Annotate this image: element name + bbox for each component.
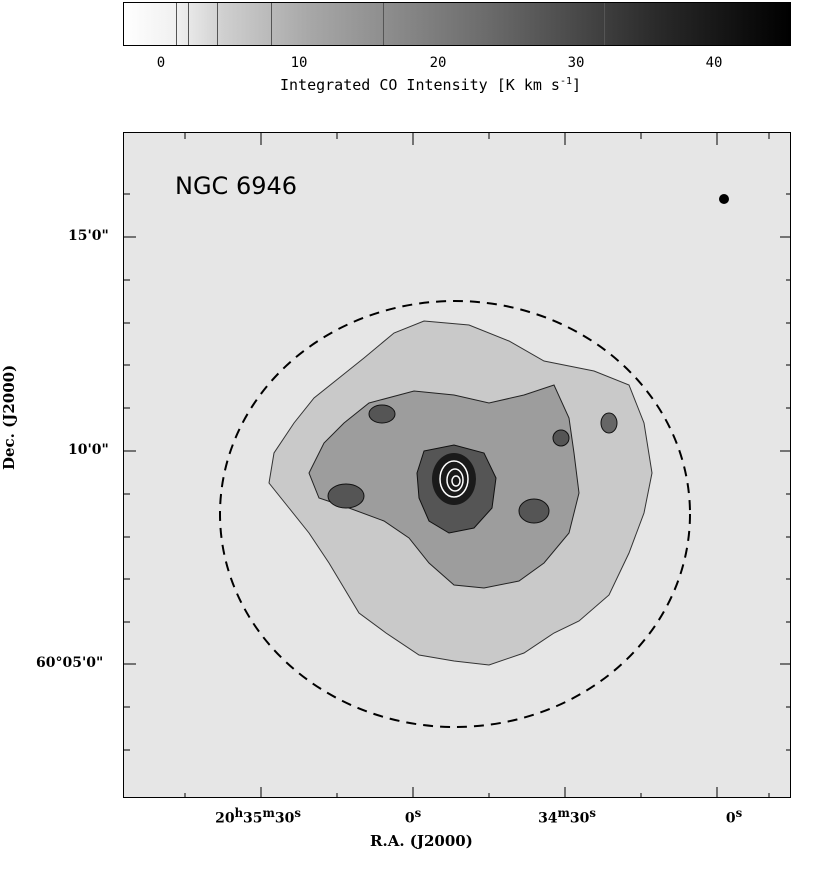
colorbar-level-divider [271, 3, 272, 45]
colorbar-level-divider [188, 3, 189, 45]
x-tick-label: 34m30s [538, 806, 596, 827]
colorbar-tick-label: 40 [705, 55, 723, 71]
nucleus-contour [446, 468, 464, 492]
colorbar-tick-label: 10 [290, 55, 308, 71]
emission-clump [552, 429, 570, 447]
x-tick-label: 20h35m30s [215, 806, 301, 827]
emission-clump [368, 404, 396, 424]
x-tick-label: 0s [725, 806, 743, 827]
plot-title: NGC 6946 [175, 172, 298, 200]
y-tick-label: 10'0" [68, 442, 109, 458]
colorbar-tick-label: 20 [429, 55, 447, 71]
nucleus [432, 453, 476, 505]
x-axis-label: R.A. (J2000) [370, 832, 473, 850]
colorbar-label: Integrated CO Intensity [K km s-1] [280, 76, 582, 94]
co-emission-map [124, 133, 790, 797]
colorbar-level-divider [604, 3, 605, 45]
beam-size-marker [719, 194, 729, 204]
emission-clump [518, 498, 550, 524]
colorbar [123, 2, 791, 46]
y-axis-ticks [124, 193, 790, 751]
x-tick-label: 0s [404, 806, 422, 827]
nucleus-contour [439, 460, 469, 498]
colorbar-tick-label: 0 [156, 55, 166, 71]
y-axis-label: Dec. (J2000) [0, 364, 18, 470]
co-intensity-map [123, 132, 791, 798]
nucleus-contour [451, 475, 461, 487]
y-tick-label: 15'0" [68, 228, 109, 244]
colorbar-level-divider [383, 3, 384, 45]
emission-clump [600, 412, 618, 434]
colorbar-level-divider [217, 3, 218, 45]
y-tick-label: 60°05'0" [36, 655, 104, 671]
emission-clump [327, 483, 365, 509]
colorbar-tick-label: 30 [567, 55, 585, 71]
disk-boundary-ellipse [219, 300, 691, 728]
colorbar-level-divider [176, 3, 177, 45]
x-axis-ticks [184, 133, 770, 797]
